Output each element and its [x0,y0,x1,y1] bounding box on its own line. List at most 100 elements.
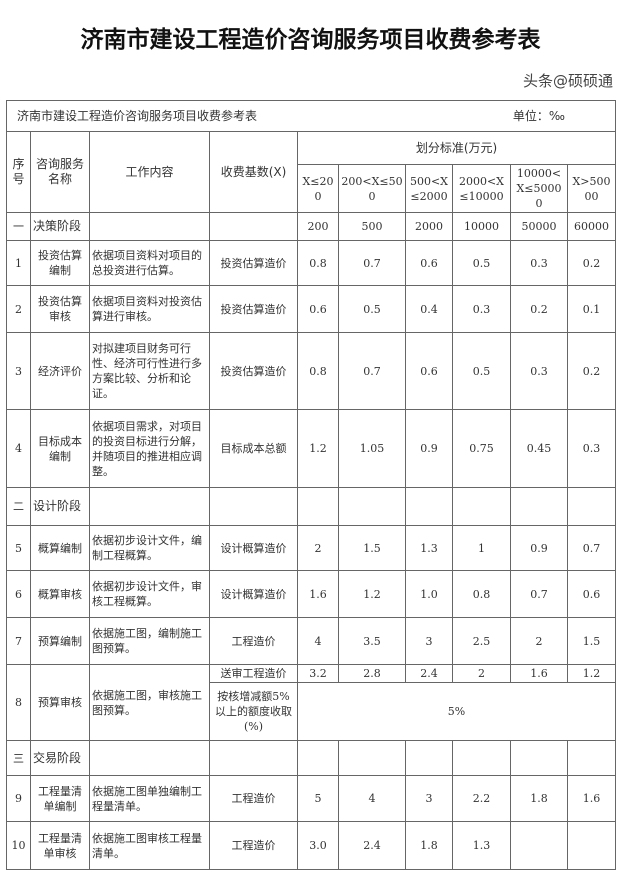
service-name: 投资估算编制 [30,240,90,286]
fee-rate: 3.2 [297,664,339,683]
fee-rate: 2.2 [452,775,511,822]
work-content: 依据初步设计文件，编制工程概算。 [89,525,210,571]
fee-rate [297,487,339,526]
fee-rate: 0.8 [297,332,339,410]
fee-rate: 2 [452,664,511,683]
page-title: 济南市建设工程造价咨询服务项目收费参考表 [80,27,541,53]
stage-row: 二设计阶段 [6,487,616,526]
table-row: 9 工程量清单编制 依据施工图单独编制工程量清单。 工程造价 5 4 3 2.2 1.8 1.6 [6,775,616,822]
fee-rate: 1.3 [405,525,453,571]
row-no: 9 [6,775,31,822]
stage-name: 交易阶段 [30,740,90,776]
table-row: 4 目标成本编制 依据项目需求，对项目的投资目标进行分解，并随项目的推进相应调整。目… [6,409,616,488]
fee-rate: 2 [297,525,339,571]
table-caption: 济南市建设工程造价咨询服务项目收费参考表 [17,108,258,123]
fee-rate: 1.05 [338,409,406,488]
fee-rate [405,487,453,526]
fee-rate: 0.5 [452,240,511,286]
fee-rate: 0.4 [405,285,453,333]
fee-rate: 50000 [510,212,568,241]
header-range: X≤200 [297,164,339,213]
fee-rate [567,821,616,870]
fee-rate: 0.3 [567,409,616,488]
fee-rate: 4 [338,775,406,822]
fee-rate: 1.8 [405,821,453,870]
fee-base: 投资估算造价 [209,332,298,410]
table-caption-row: 济南市建设工程造价咨询服务项目收费参考表 单位：‰ [6,100,616,132]
service-name: 概算编制 [30,525,90,571]
row-no: 7 [6,617,31,665]
fee-rate: 3 [405,617,453,665]
fee-rate [338,487,406,526]
fee-rate: 0.3 [510,332,568,410]
row-no: 6 [6,570,31,618]
fee-rate: 0.7 [510,570,568,618]
row-no: 10 [6,821,31,870]
fee-rate: 0.3 [452,285,511,333]
fee-rate: 2.4 [338,821,406,870]
header-range: X>50000 [567,164,616,213]
watermark: 头条@硕硕通 [522,72,613,90]
fee-rate: 1.8 [510,775,568,822]
fee-rate: 2.5 [452,617,511,665]
fee-rate: 1.3 [452,821,511,870]
fee-rate: 0.9 [510,525,568,571]
table-row: 6 概算审核 依据初步设计文件，审核工程概算。 设计概算造价 1.6 1.2 1.0 0.8 0… [6,570,616,618]
fee-rate: 0.6 [567,570,616,618]
service-name: 预算编制 [30,617,90,665]
work-content [89,212,210,241]
fee-rate: 3.5 [338,617,406,665]
fee-rate: 5% [297,682,616,741]
fee-rate [338,740,406,776]
fee-rate: 1.2 [338,570,406,618]
header-base: 收费基数(X) [209,131,298,213]
fee-rate: 0.5 [452,332,511,410]
fee-rate: 0.45 [510,409,568,488]
fee-base: 送审工程造价 [209,664,298,683]
header-range: 10000<X≤50000 [510,164,568,213]
fee-rate: 2000 [405,212,453,241]
work-content: 对拟建项目财务可行性、经济可行性进行多方案比较、分析和论证。 [89,332,210,410]
fee-base: 工程造价 [209,775,298,822]
service-name: 概算审核 [30,570,90,618]
fee-rate [452,740,511,776]
fee-rate: 4 [297,617,339,665]
fee-rate: 1 [452,525,511,571]
fee-rate: 0.75 [452,409,511,488]
table-row: 2 投资估算审核 依据项目资料对投资估算进行审核。 投资估算造价 0.6 0.5 0.4 0.… [6,285,616,333]
fee-rate [510,487,568,526]
work-content [89,740,210,776]
row-no: 5 [6,525,31,571]
row-no: 三 [6,740,31,776]
fee-rate: 1.6 [510,664,568,683]
table-row: 1 投资估算编制 依据项目资料对项目的总投资进行估算。 投资估算造价 0.8 0.7 0.6… [6,240,616,286]
fee-rate: 0.7 [567,525,616,571]
table-row: 10 工程量清单审核 依据施工图审核工程量清单。 工程造价 3.0 2.4 1.8 1.3 [6,821,616,870]
fee-rate: 200 [297,212,339,241]
work-content: 依据施工图，审核施工图预算。 [89,664,210,741]
fee-rate: 1.2 [567,664,616,683]
fee-rate: 0.2 [567,240,616,286]
work-content: 依据施工图审核工程量清单。 [89,821,210,870]
fee-base: 按核增减额5%以上的额度收取(%) [209,682,298,741]
header-range: 500<X≤2000 [405,164,453,213]
fee-rate: 0.7 [338,332,406,410]
fee-rate: 1.5 [338,525,406,571]
fee-rate: 2.8 [338,664,406,683]
work-content: 依据施工图，编制施工图预算。 [89,617,210,665]
header-range: 200<X≤500 [338,164,406,213]
fee-rate: 10000 [452,212,511,241]
fee-base: 投资估算造价 [209,285,298,333]
fee-rate [510,740,568,776]
row-no: 3 [6,332,31,410]
fee-base: 设计概算造价 [209,570,298,618]
fee-rate: 1.5 [567,617,616,665]
service-name: 预算审核 [30,664,90,741]
row-no: 一 [6,212,31,241]
fee-base: 设计概算造价 [209,525,298,571]
table-row: 5 概算编制 依据初步设计文件，编制工程概算。 设计概算造价 2 1.5 1.3 1 0.9 0.… [6,525,616,571]
fee-rate [567,487,616,526]
stage-row: 三交易阶段 [6,740,616,776]
fee-rate: 3 [405,775,453,822]
unit-label: 单位：‰ [512,108,565,123]
